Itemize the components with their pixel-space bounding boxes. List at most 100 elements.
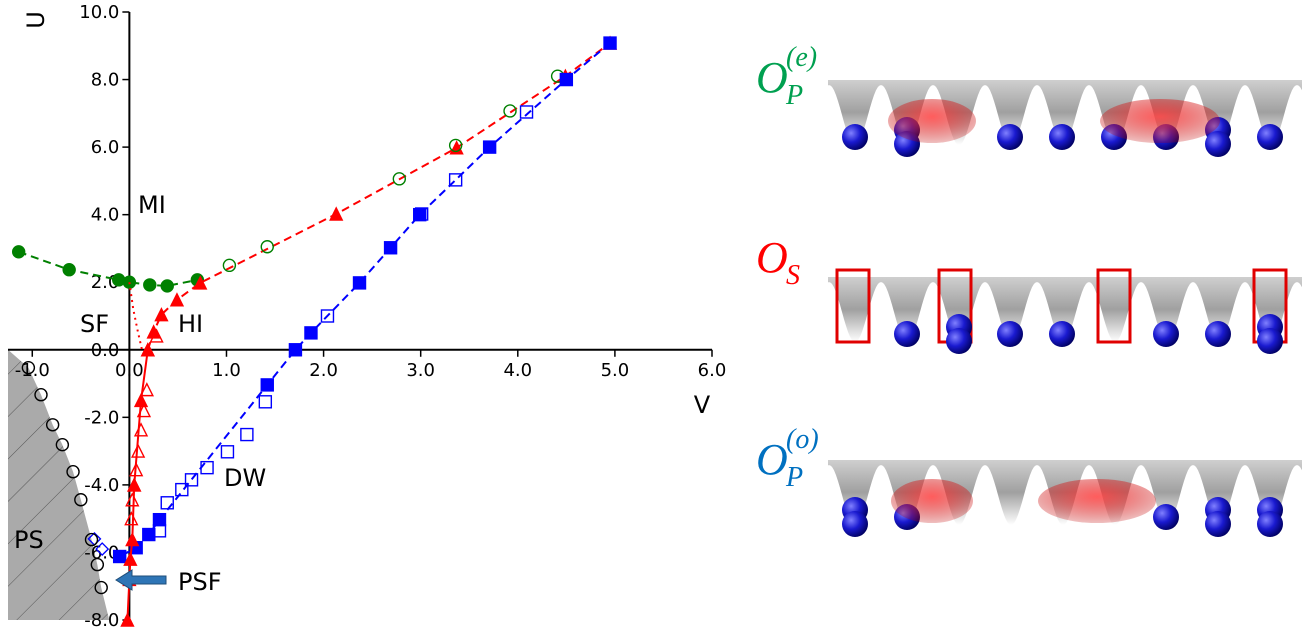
y-tick-label: -8.0 [84, 610, 119, 631]
x-tick-label: 6.0 [698, 360, 727, 381]
x-axis-label: V [694, 391, 711, 419]
marker [320, 309, 335, 323]
arrow [115, 569, 167, 591]
atom [1153, 504, 1179, 530]
site-box [835, 268, 871, 344]
y-axis-label: U [22, 11, 50, 29]
site-box [1096, 268, 1132, 344]
y-tick-label: 0.0 [91, 340, 120, 361]
x-tick-label: 4.0 [503, 360, 532, 381]
operator-subscript: P [785, 80, 803, 111]
marker [152, 524, 167, 538]
y-tick-label: -2.0 [84, 407, 119, 428]
marker [392, 172, 407, 186]
operator-superscript: (e) [786, 42, 817, 73]
marker [127, 477, 142, 492]
region-label: DW [224, 464, 266, 492]
x-tick-label: 1.0 [212, 360, 241, 381]
x-tick-label: 2.0 [309, 360, 338, 381]
marker [45, 418, 60, 432]
x-tick-label: 3.0 [406, 360, 435, 381]
region-label: MI [138, 191, 166, 219]
atom [946, 328, 972, 354]
marker [160, 496, 174, 510]
operator-label: OS [756, 233, 800, 291]
y-tick-label: 4.0 [91, 205, 120, 226]
marker [329, 206, 344, 221]
region-label: PSF [178, 568, 222, 596]
atom [1049, 321, 1075, 347]
marker [220, 445, 235, 459]
marker [125, 532, 140, 547]
atom [997, 124, 1023, 150]
atom [997, 321, 1023, 347]
atom [1205, 511, 1231, 537]
region-label: HI [178, 310, 203, 338]
atom [894, 321, 920, 347]
potential [828, 80, 1302, 145]
marker [146, 324, 161, 339]
marker [133, 422, 149, 437]
pair-cloud [891, 479, 973, 523]
marker [140, 342, 155, 357]
operator-subscript: S [786, 260, 800, 291]
marker [21, 360, 36, 375]
marker [482, 140, 497, 154]
marker [352, 276, 367, 290]
marker [448, 138, 463, 153]
marker [129, 462, 144, 477]
marker [414, 207, 429, 221]
marker [240, 427, 254, 442]
marker [519, 105, 534, 119]
x-tick-label: 5.0 [601, 360, 630, 381]
operator-symbol: O [756, 53, 788, 102]
marker [222, 258, 237, 273]
marker [383, 241, 398, 255]
y-tick-label: -6.0 [84, 542, 119, 563]
marker [559, 72, 574, 87]
marker [288, 343, 303, 357]
marker [175, 482, 189, 497]
operator-symbol: O [756, 233, 788, 282]
marker [143, 278, 157, 292]
marker [120, 612, 135, 627]
atom [1049, 124, 1075, 150]
marker [160, 279, 174, 293]
marker [112, 549, 127, 564]
marker [152, 512, 167, 527]
marker [90, 557, 105, 572]
marker [260, 240, 274, 254]
series-line [146, 42, 611, 351]
marker [11, 245, 26, 259]
potential [828, 277, 1302, 342]
y-tick-label: 8.0 [91, 70, 120, 91]
marker [304, 326, 318, 340]
marker [55, 437, 70, 452]
operator-symbol: O [756, 435, 788, 484]
marker [193, 275, 208, 290]
marker [154, 307, 169, 322]
atom [1257, 124, 1283, 150]
marker [124, 511, 139, 526]
operator-superscript: (o) [786, 424, 819, 455]
marker [448, 173, 463, 187]
marker [74, 493, 88, 507]
atom [1153, 321, 1179, 347]
marker [94, 580, 108, 595]
phase-diagram: -1.0 0.0 1.0 2.0 3.0 4.0 5.0 6.0-8.0-6.0-4.0-2.… [8, 2, 726, 631]
shaded-region [8, 349, 110, 620]
marker [503, 104, 517, 118]
atom [842, 511, 868, 537]
atom [1257, 328, 1283, 354]
pair-cloud [1038, 479, 1156, 523]
region-label: PS [14, 526, 44, 554]
marker [260, 378, 274, 392]
y-tick-label: 10.0 [79, 2, 119, 23]
marker [142, 527, 156, 542]
marker [258, 395, 273, 409]
marker [125, 492, 140, 507]
atom [1257, 511, 1283, 537]
operator-label: O(o) P [756, 424, 819, 493]
